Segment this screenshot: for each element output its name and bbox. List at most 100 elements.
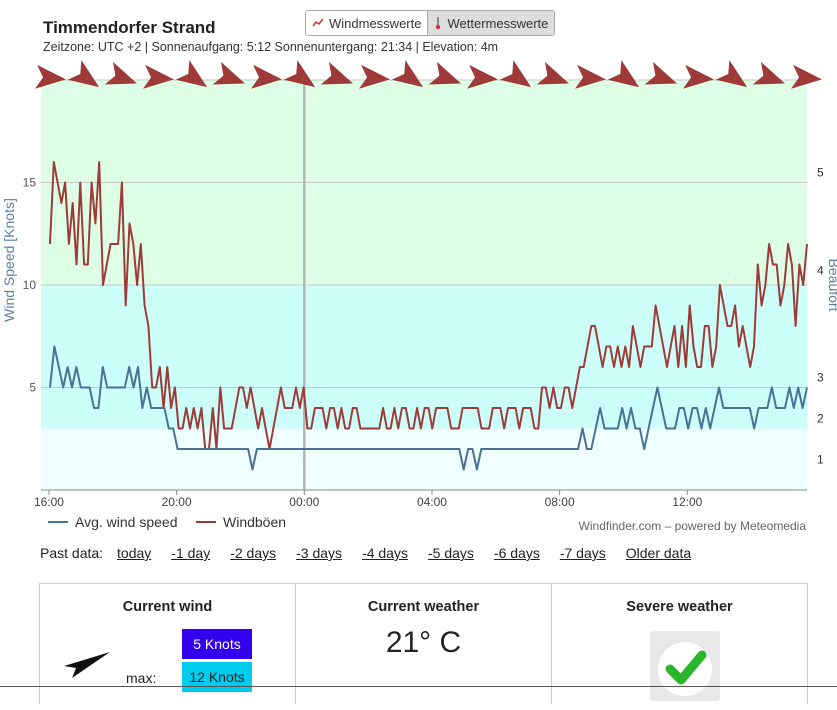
tab-weather-label: Wettermesswerte bbox=[447, 15, 549, 31]
past-link-5-days[interactable]: -5 days bbox=[427, 545, 474, 561]
wind-direction-arrow-icon bbox=[499, 60, 532, 88]
wind-arrow-shape bbox=[35, 64, 66, 89]
beaufort-tick-label: 1 bbox=[817, 452, 824, 466]
wind-arrow-shape bbox=[607, 60, 640, 88]
series-line bbox=[49, 161, 808, 450]
thermometer-icon bbox=[436, 17, 441, 30]
tab-wind-measurements[interactable]: Windmesswerte bbox=[306, 11, 428, 35]
wind-arrow-shape bbox=[715, 60, 748, 88]
legend-item: Windböen bbox=[196, 514, 286, 530]
max-gust-badge: 12 Knots bbox=[182, 662, 252, 692]
page-title: Timmendorfer Strand bbox=[43, 18, 216, 37]
x-tick-label: 04:00 bbox=[417, 495, 447, 509]
severe-weather-title: Severe weather bbox=[626, 599, 733, 615]
beaufort-tick-label: 5 bbox=[817, 165, 824, 179]
wind-direction-arrow-icon bbox=[104, 61, 138, 85]
wind-direction-arrow-icon bbox=[715, 60, 748, 88]
severe-weather-status[interactable] bbox=[650, 631, 720, 701]
beaufort-band bbox=[41, 428, 807, 490]
wind-direction-arrow-icon bbox=[467, 64, 498, 89]
wind-direction-arrow-icon bbox=[251, 64, 282, 89]
wind-arrow-shape bbox=[143, 64, 174, 89]
wind-arrow-shape bbox=[575, 64, 606, 89]
past-data-label: Past data: bbox=[40, 545, 104, 561]
current-weather-title: Current weather bbox=[367, 599, 480, 615]
wind-direction-arrow-icon bbox=[428, 61, 462, 85]
y-axis-title-right: Beaufort bbox=[826, 259, 837, 312]
current-wind-speed-badge: 5 Knots bbox=[182, 629, 252, 659]
past-link-3-days[interactable]: -3 days bbox=[296, 545, 343, 561]
wind-arrow-shape bbox=[467, 64, 498, 89]
wind-arrow-shape bbox=[536, 61, 570, 85]
beaufort-band bbox=[41, 285, 807, 429]
wind-direction-arrow-icon bbox=[64, 652, 110, 678]
tab-weather-measurements[interactable]: Wettermesswerte bbox=[427, 11, 555, 35]
past-link-6-days[interactable]: -6 days bbox=[493, 545, 540, 561]
wind-direction-arrow-icon bbox=[752, 61, 786, 85]
tab-wind-label: Windmesswerte bbox=[329, 15, 422, 31]
x-tick-label: 16:00 bbox=[34, 495, 64, 509]
wind-direction-arrow-icon bbox=[791, 64, 822, 89]
wind-arrow-shape bbox=[283, 60, 316, 88]
wind-arrow-shape bbox=[251, 64, 282, 89]
wind-arrow-shape bbox=[499, 60, 532, 88]
y-tick-label: 5 bbox=[29, 381, 36, 395]
beaufort-tick-label: 2 bbox=[817, 411, 824, 425]
current-conditions-panel: Current wind 5 Knots max: 12 Knots Curre… bbox=[39, 583, 808, 704]
wind-arrow-shape bbox=[644, 61, 678, 85]
wind-direction-arrow-icon bbox=[536, 61, 570, 85]
past-link-7-days[interactable]: -7 days bbox=[559, 545, 606, 561]
wind-direction-arrow-icon bbox=[67, 60, 100, 88]
y-tick-label: 10 bbox=[23, 278, 37, 292]
wind-direction-arrow-icon bbox=[391, 60, 424, 88]
past-link-2-days[interactable]: -2 days bbox=[230, 545, 277, 561]
legend-label: Windböen bbox=[223, 514, 286, 530]
x-tick-label: 20:00 bbox=[162, 495, 192, 509]
severe-weather-card: Severe weather bbox=[552, 584, 807, 704]
measurement-toggle: Windmesswerte Wettermesswerte bbox=[305, 10, 556, 36]
wind-direction-arrow-icon bbox=[644, 61, 678, 85]
wind-direction-arrow-icon bbox=[143, 64, 174, 89]
wind-direction-arrow-icon bbox=[283, 60, 316, 88]
station-info: Zeitzone: UTC +2 | Sonnenaufgang: 5:12 S… bbox=[43, 40, 499, 54]
checkmark-icon bbox=[658, 642, 712, 696]
x-tick-label: 00:00 bbox=[289, 495, 319, 509]
past-data-nav: Past data: today -1 day -2 days -3 days … bbox=[40, 545, 711, 561]
line-chart-icon bbox=[312, 18, 324, 27]
wind-arrow-shape bbox=[428, 61, 462, 85]
wind-arrow-shape bbox=[359, 64, 390, 89]
past-link-4-days[interactable]: -4 days bbox=[362, 545, 408, 561]
wind-chart: 5 10 15 1 2 3 4 5 Wind Speed [Knots] Beaufort 16:0… bbox=[1, 60, 837, 533]
wind-arrow-shape bbox=[104, 61, 138, 85]
wind-arrow-shape bbox=[752, 61, 786, 85]
wind-arrow-shape bbox=[320, 61, 354, 85]
wind-direction-arrow-icon bbox=[320, 61, 354, 85]
wind-arrow-shape bbox=[791, 64, 822, 89]
beaufort-tick-label: 3 bbox=[817, 370, 824, 384]
wind-direction-arrow-icon bbox=[359, 64, 390, 89]
past-link-today[interactable]: today bbox=[117, 545, 152, 561]
x-tick-label: 12:00 bbox=[672, 495, 702, 509]
wind-direction-arrow-icon bbox=[683, 64, 714, 89]
wind-direction-arrow-icon bbox=[575, 64, 606, 89]
current-weather-card: Current weather 21° C bbox=[296, 584, 552, 704]
current-wind-title: Current wind bbox=[122, 599, 213, 615]
wind-direction-arrow-icon bbox=[212, 61, 246, 85]
y-axis-title: Wind Speed [Knots] bbox=[1, 198, 17, 322]
wind-arrow-shape bbox=[391, 60, 424, 88]
y-tick-label: 15 bbox=[23, 176, 37, 190]
temperature-value: 21° C bbox=[385, 626, 462, 659]
current-wind-card: Current wind 5 Knots max: 12 Knots bbox=[40, 584, 296, 704]
legend-item: Avg. wind speed bbox=[48, 514, 177, 530]
wind-direction-arrow-icon bbox=[35, 64, 66, 89]
x-tick-label: 08:00 bbox=[545, 495, 575, 509]
wind-direction-arrow-icon bbox=[175, 60, 208, 88]
wind-direction-arrow-icon bbox=[607, 60, 640, 88]
max-label: max: bbox=[126, 670, 157, 686]
beaufort-tick-label: 4 bbox=[817, 264, 824, 278]
divider bbox=[0, 686, 837, 687]
past-link-older[interactable]: Older data bbox=[625, 545, 692, 561]
wind-arrow-shape bbox=[683, 64, 714, 89]
series-line bbox=[49, 345, 808, 471]
past-link-1-day[interactable]: -1 day bbox=[171, 545, 211, 561]
